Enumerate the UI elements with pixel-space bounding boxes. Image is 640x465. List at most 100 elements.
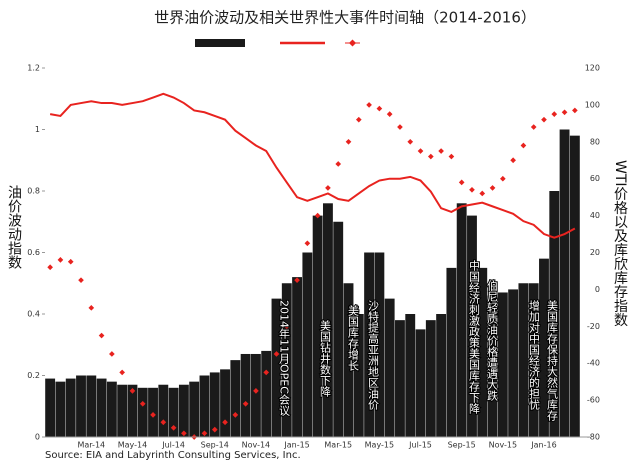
y-tick-label: 1 (35, 125, 40, 134)
annotation: 美国库存保持大然气库存 (546, 300, 559, 421)
x-tick-label: May-14 (118, 441, 147, 450)
marker (541, 116, 547, 123)
marker (376, 105, 383, 112)
marker (438, 148, 444, 154)
y-axis-label: 油价波动指数 (6, 185, 22, 269)
annotation: 中国经济刺激政策美国库存下降 (468, 260, 481, 414)
marker (355, 116, 362, 123)
marker (222, 419, 228, 426)
y-tick-label: 0.6 (27, 248, 40, 257)
bar (405, 314, 416, 437)
marker (407, 138, 414, 145)
marker (489, 185, 496, 191)
marker (530, 124, 537, 130)
marker (88, 305, 95, 311)
x-tick-label: Mar-15 (324, 441, 352, 450)
x-tick-label: Sep-14 (201, 441, 229, 450)
bar (436, 314, 447, 437)
chart-title: 世界油价波动及相关世界性大事件时间轴（2014-2016） (154, 9, 536, 27)
bar (117, 384, 128, 437)
marker (304, 240, 311, 247)
marker (47, 264, 53, 271)
marker (294, 277, 300, 284)
annotation: 美国钻井数下降 (319, 320, 332, 397)
y-tick-label: 1.2 (27, 64, 40, 73)
bar (45, 378, 56, 437)
bar (487, 295, 498, 437)
y2-tick-label: 100 (585, 100, 600, 109)
x-tick-label: Nov-14 (242, 441, 270, 450)
annotation: 2014年11月OPEC会议 (278, 300, 291, 417)
bar (353, 314, 364, 437)
x-tick-label: Jul-15 (408, 441, 432, 450)
bar (292, 277, 303, 437)
bar (209, 372, 220, 437)
marker (314, 212, 321, 219)
bar (374, 252, 385, 437)
y2-tick-label: -60 (587, 396, 600, 405)
marker (170, 424, 177, 431)
y2-tick-label: 20 (590, 248, 600, 257)
marker (129, 388, 136, 394)
source: Source: EIA and Labyrinth Consulting Ser… (45, 450, 301, 461)
marker (500, 175, 506, 182)
y2-tick-label: -80 (587, 433, 600, 442)
bar (55, 381, 66, 437)
marker (345, 138, 352, 145)
bar (65, 378, 76, 437)
legend-swatch (348, 39, 357, 47)
bar (559, 129, 570, 437)
marker (283, 323, 290, 330)
x-tick-label: Jan-16 (530, 441, 556, 450)
marker (211, 426, 218, 433)
marker (139, 400, 146, 407)
bar (106, 381, 117, 437)
marker (119, 369, 125, 376)
bar (477, 267, 488, 437)
bar (569, 135, 580, 437)
y2-tick-label: 80 (590, 137, 600, 146)
bar (178, 384, 189, 437)
y2-tick-label: 0 (595, 285, 600, 294)
marker (232, 412, 239, 418)
bar (220, 369, 230, 437)
marker (397, 124, 403, 130)
bar (446, 267, 457, 437)
marker (551, 111, 558, 117)
marker (273, 351, 280, 357)
marker (510, 157, 516, 164)
y2-tick-label: -40 (587, 359, 600, 368)
bar (312, 215, 323, 437)
bar (261, 350, 272, 437)
marker (98, 332, 105, 339)
marker (427, 153, 434, 160)
marker (67, 258, 74, 265)
bar (497, 292, 508, 437)
marker (458, 179, 465, 186)
y2-tick-label: 40 (590, 211, 600, 220)
legend-swatch (195, 39, 245, 47)
bar (528, 283, 539, 437)
bar (302, 252, 313, 437)
bar (158, 384, 169, 437)
marker (78, 277, 84, 284)
y2-tick-label: -20 (587, 322, 600, 331)
bar (539, 258, 549, 437)
bar (250, 353, 261, 437)
bar (467, 215, 477, 437)
bar (549, 191, 560, 437)
bar (425, 320, 436, 437)
bar (137, 387, 148, 437)
marker (242, 400, 249, 407)
marker (386, 111, 393, 117)
y-tick-label: 0.8 (27, 187, 40, 196)
bar (415, 329, 426, 437)
marker (561, 109, 568, 116)
bar (271, 298, 282, 437)
bar (322, 203, 333, 437)
bar (333, 221, 344, 437)
bar (508, 289, 519, 437)
y2-axis-label: WTI价格以及库欣库存指数 (612, 160, 628, 327)
marker (253, 388, 259, 394)
bar (230, 360, 241, 437)
